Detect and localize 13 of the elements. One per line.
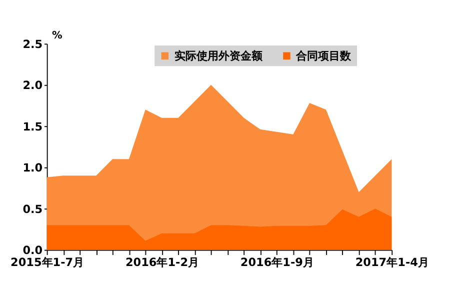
y-tick-label: 1.0 xyxy=(22,162,43,175)
x-tick-label: 2015年1-7月 xyxy=(10,256,84,270)
x-tick-label: 2017年1-4月 xyxy=(355,256,429,270)
y-tick-label: 2.0 xyxy=(22,79,43,92)
x-tick-label: 2016年1-9月 xyxy=(240,256,314,270)
legend-label: 合同项目数 xyxy=(295,50,352,63)
y-tick-label: 0.0 xyxy=(22,244,43,258)
y-tick-label: 2.5 xyxy=(22,38,43,51)
y-tick-label: 1.5 xyxy=(22,120,43,134)
x-tick-label: 2016年1-2月 xyxy=(125,256,200,270)
legend-label: 实际使用外资金额 xyxy=(174,50,264,63)
y-axis-title: % xyxy=(52,30,62,42)
y-tick-label: 0.5 xyxy=(22,202,43,216)
